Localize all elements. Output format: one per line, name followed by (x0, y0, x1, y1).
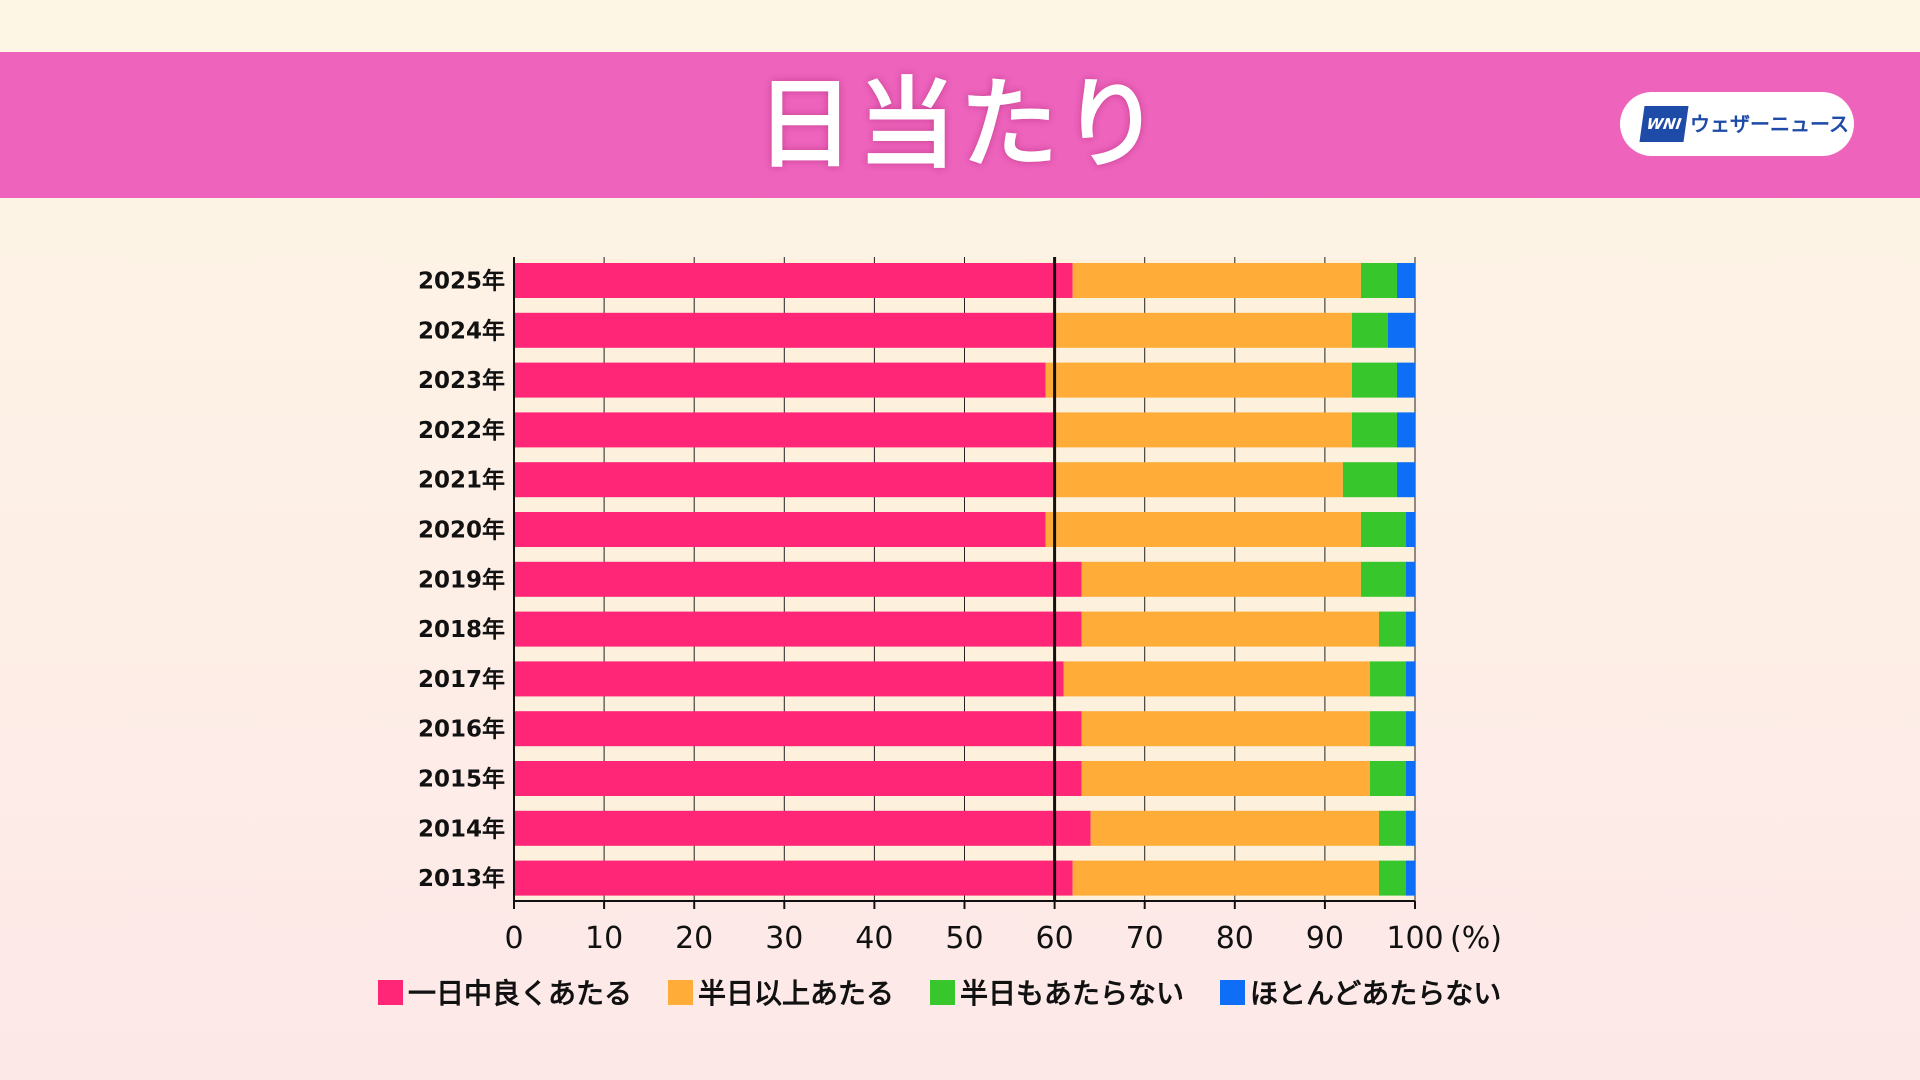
bar-segment (1369, 761, 1406, 796)
bar-segment (1081, 611, 1379, 647)
page-title: 日当たり (755, 68, 1164, 182)
bar-segment (1351, 412, 1397, 448)
bar-segment (514, 312, 1055, 348)
logo-text: ウェザーニュース (1690, 112, 1849, 136)
bar-segment (1063, 661, 1370, 697)
category-label: 2013年 (418, 865, 505, 892)
category-label: 2020年 (418, 517, 505, 544)
category-label: 2014年 (418, 815, 505, 842)
legend-label: 半日以上あたる (698, 977, 895, 1010)
bar-segment (1405, 611, 1415, 647)
bar-segment (1378, 611, 1406, 647)
bar-segment (514, 512, 1046, 547)
bar-segment (1405, 761, 1415, 796)
x-tick-label: 40 (855, 921, 893, 956)
category-label: 2025年 (418, 268, 505, 295)
bar-segment (1081, 711, 1370, 747)
bar-segment (514, 810, 1091, 846)
legend-label: 一日中良くあたる (408, 977, 633, 1010)
legend-swatch (1220, 979, 1246, 1005)
bar-segment (1405, 561, 1415, 597)
bar-segment (1396, 462, 1415, 498)
legend-swatch (378, 979, 403, 1005)
bar-segment (514, 362, 1046, 398)
bar-segment (1045, 362, 1352, 398)
bar-segment (1405, 711, 1415, 747)
category-label: 2015年 (418, 766, 505, 793)
bar-segment (1072, 263, 1361, 298)
bar-segment (1405, 810, 1415, 846)
x-tick-label: 60 (1036, 921, 1074, 956)
bar-segment (1396, 263, 1415, 298)
bar-segment (1369, 711, 1406, 747)
bar-segment (514, 561, 1082, 597)
bar-segment (1396, 362, 1415, 398)
legend-swatch (930, 979, 956, 1005)
bar-segment (514, 711, 1082, 747)
bar-segment (1405, 860, 1415, 896)
bar-segment (1072, 860, 1379, 896)
bar-segment (1054, 412, 1352, 448)
bar-segment (1387, 312, 1415, 348)
bar-segment (1090, 810, 1379, 846)
category-label: 2018年 (418, 616, 505, 643)
x-tick-label: 70 (1126, 921, 1164, 956)
bar-segment (1054, 462, 1343, 498)
header-banner: 日当たり WNI ウェザーニュース (0, 52, 1920, 198)
bar-segment (1351, 362, 1397, 398)
bar-segment (1369, 661, 1406, 697)
bar-segment (514, 761, 1082, 796)
bar-segment (514, 263, 1073, 298)
bar-segment (514, 661, 1064, 697)
bar-segment (1045, 512, 1361, 547)
bar-segment (1081, 561, 1361, 597)
category-label: 2016年 (418, 716, 505, 743)
bar-segment (1351, 312, 1388, 348)
category-label: 2022年 (418, 417, 505, 444)
legend-item: ほとんどあたらない (1220, 972, 1501, 1012)
category-label: 2017年 (418, 666, 505, 693)
legend-item: 半日もあたらない (930, 972, 1184, 1012)
bar-segment (1360, 263, 1397, 298)
x-tick-label: 10 (585, 921, 623, 956)
bar-segment (1378, 810, 1406, 846)
bar-segment (1378, 860, 1406, 896)
bar-segment (1405, 661, 1415, 697)
bar-segment (1360, 561, 1406, 597)
bar-segment (514, 462, 1055, 498)
x-tick-label: 30 (765, 921, 803, 956)
legend-item: 半日以上あたる (668, 972, 894, 1012)
x-axis-unit: (%) (1450, 921, 1502, 956)
bar-segment (1360, 512, 1406, 547)
legend-swatch (668, 979, 694, 1005)
bar-segment (514, 611, 1082, 647)
category-label: 2021年 (418, 467, 505, 494)
legend-label: ほとんどあたらない (1250, 977, 1502, 1010)
bar-segment (514, 860, 1073, 896)
legend-label: 半日もあたらない (960, 977, 1185, 1010)
x-tick-label: 20 (675, 921, 713, 956)
bar-segment (1081, 761, 1370, 796)
x-tick-label: 90 (1306, 921, 1344, 956)
x-tick-label: 50 (945, 921, 983, 956)
bar-segment (1405, 512, 1415, 547)
bar-segment (1396, 412, 1415, 448)
bar-segment (514, 412, 1055, 448)
bar-segment (1342, 462, 1397, 498)
category-label: 2023年 (418, 367, 505, 394)
bar-segment (1054, 312, 1352, 348)
legend-item: 一日中良くあたる (378, 972, 632, 1012)
x-tick-label: 100 (1386, 921, 1443, 956)
weathernews-logo: WNI ウェザーニュース (1620, 92, 1854, 156)
category-label: 2024年 (418, 317, 505, 344)
chart-legend: 一日中良くあたる 半日以上あたる 半日もあたらない ほとんどあたらない (378, 972, 1537, 1012)
x-tick-label: 80 (1216, 921, 1254, 956)
x-tick-label: 0 (504, 921, 523, 956)
category-label: 2019年 (418, 566, 505, 593)
